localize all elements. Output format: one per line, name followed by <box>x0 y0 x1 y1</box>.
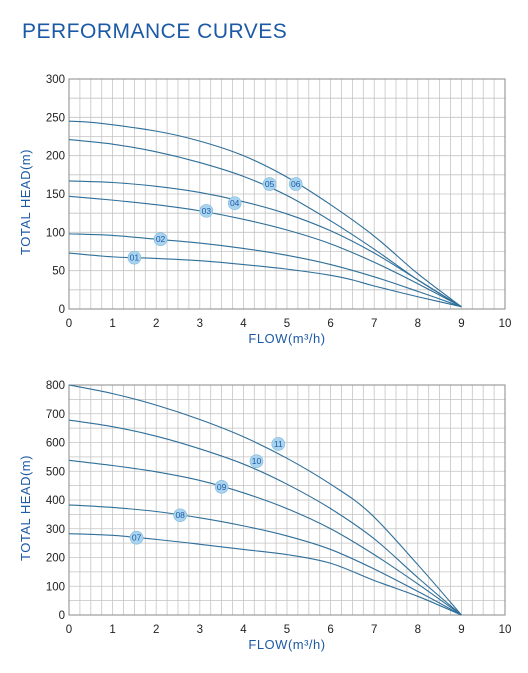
curve-marker-label-03: 03 <box>202 206 212 216</box>
y-tick-label: 600 <box>46 438 65 450</box>
curve-marker-04 <box>227 196 242 210</box>
y-tick-label: 150 <box>46 189 65 201</box>
y-axis-label: TOTAL HEAD(m) <box>18 149 33 255</box>
curve-04 <box>68 180 462 308</box>
plot-frame <box>68 78 506 310</box>
curve-03 <box>68 195 462 308</box>
curve-marker-label-01: 01 <box>130 253 140 263</box>
curve-marker-label-04: 04 <box>230 198 240 208</box>
x-tick-label: 3 <box>197 624 203 636</box>
x-tick-label: 10 <box>499 624 512 636</box>
x-tick-label: 8 <box>415 318 421 330</box>
x-tick-label: 0 <box>66 318 72 330</box>
x-tick-label: 2 <box>153 624 159 636</box>
y-tick-label: 400 <box>46 495 65 507</box>
y-tick-label: 300 <box>46 524 65 536</box>
curve-marker-01 <box>127 250 142 265</box>
y-tick-label: 500 <box>46 466 65 478</box>
curve-marker-label-10: 10 <box>252 456 262 466</box>
x-tick-label: 5 <box>284 318 290 330</box>
x-tick-label: 5 <box>284 624 290 636</box>
curve-marker-10 <box>249 454 264 468</box>
curve-02 <box>68 233 462 308</box>
x-tick-label: 8 <box>415 624 421 636</box>
x-tick-label: 7 <box>371 318 377 330</box>
curve-marker-07 <box>129 530 144 545</box>
curve-11 <box>68 384 462 616</box>
curve-marker-11 <box>271 437 286 451</box>
curve-marker-label-02: 02 <box>156 234 166 244</box>
curve-marker-03 <box>199 204 214 218</box>
chart-bottom: 0 1 2 3 4 5 6 7 8 9 100100200300400500600700800FLO… <box>18 380 511 652</box>
x-tick-label: 9 <box>458 624 464 636</box>
chart-top: 0 1 2 3 4 5 6 7 8 9 10050100150200250300FLOW(m³/h)… <box>18 74 511 346</box>
y-tick-label: 0 <box>59 610 65 622</box>
curve-marker-label-11: 11 <box>274 439 283 449</box>
x-tick-label: 0 <box>66 624 72 636</box>
page-title: PERFORMANCE CURVES <box>22 20 288 43</box>
x-tick-label: 9 <box>458 318 464 330</box>
curve-marker-label-08: 08 <box>175 510 185 520</box>
y-tick-label: 100 <box>46 227 65 239</box>
x-tick-label: 4 <box>240 624 247 636</box>
curve-marker-label-09: 09 <box>217 482 227 492</box>
x-tick-label: 3 <box>197 318 203 330</box>
x-tick-label: 2 <box>153 318 159 330</box>
curve-06 <box>68 120 462 308</box>
curve-marker-label-05: 05 <box>265 179 275 189</box>
curve-marker-02 <box>153 232 168 247</box>
y-tick-label: 300 <box>46 74 65 86</box>
curve-marker-05 <box>262 177 277 191</box>
y-tick-label: 0 <box>59 304 65 316</box>
y-tick-label: 50 <box>52 266 65 278</box>
x-tick-label: 1 <box>109 318 115 330</box>
x-tick-label: 7 <box>371 624 377 636</box>
curve-marker-09 <box>214 479 229 494</box>
curve-marker-label-06: 06 <box>291 179 301 189</box>
x-tick-label: 6 <box>327 624 333 636</box>
y-tick-label: 100 <box>46 581 65 593</box>
y-tick-label: 200 <box>46 151 65 163</box>
curve-08 <box>68 504 462 616</box>
curve-10 <box>68 419 462 616</box>
x-tick-label: 10 <box>499 318 512 330</box>
plot-frame <box>68 384 506 616</box>
curve-marker-06 <box>288 177 303 191</box>
x-tick-label: 4 <box>240 318 247 330</box>
x-tick-label: 6 <box>327 318 333 330</box>
curve-01 <box>68 252 462 308</box>
y-tick-label: 200 <box>46 553 65 565</box>
x-tick-label: 1 <box>109 624 115 636</box>
y-tick-label: 700 <box>46 409 65 421</box>
y-tick-label: 800 <box>46 380 65 392</box>
curve-marker-08 <box>173 508 187 523</box>
curve-09 <box>68 459 462 616</box>
y-tick-label: 250 <box>46 112 65 124</box>
x-axis-label: FLOW(m³/h) <box>248 637 325 652</box>
x-axis-label: FLOW(m³/h) <box>248 331 325 346</box>
y-axis-label: TOTAL HEAD(m) <box>18 455 33 561</box>
curve-marker-label-07: 07 <box>132 533 142 543</box>
